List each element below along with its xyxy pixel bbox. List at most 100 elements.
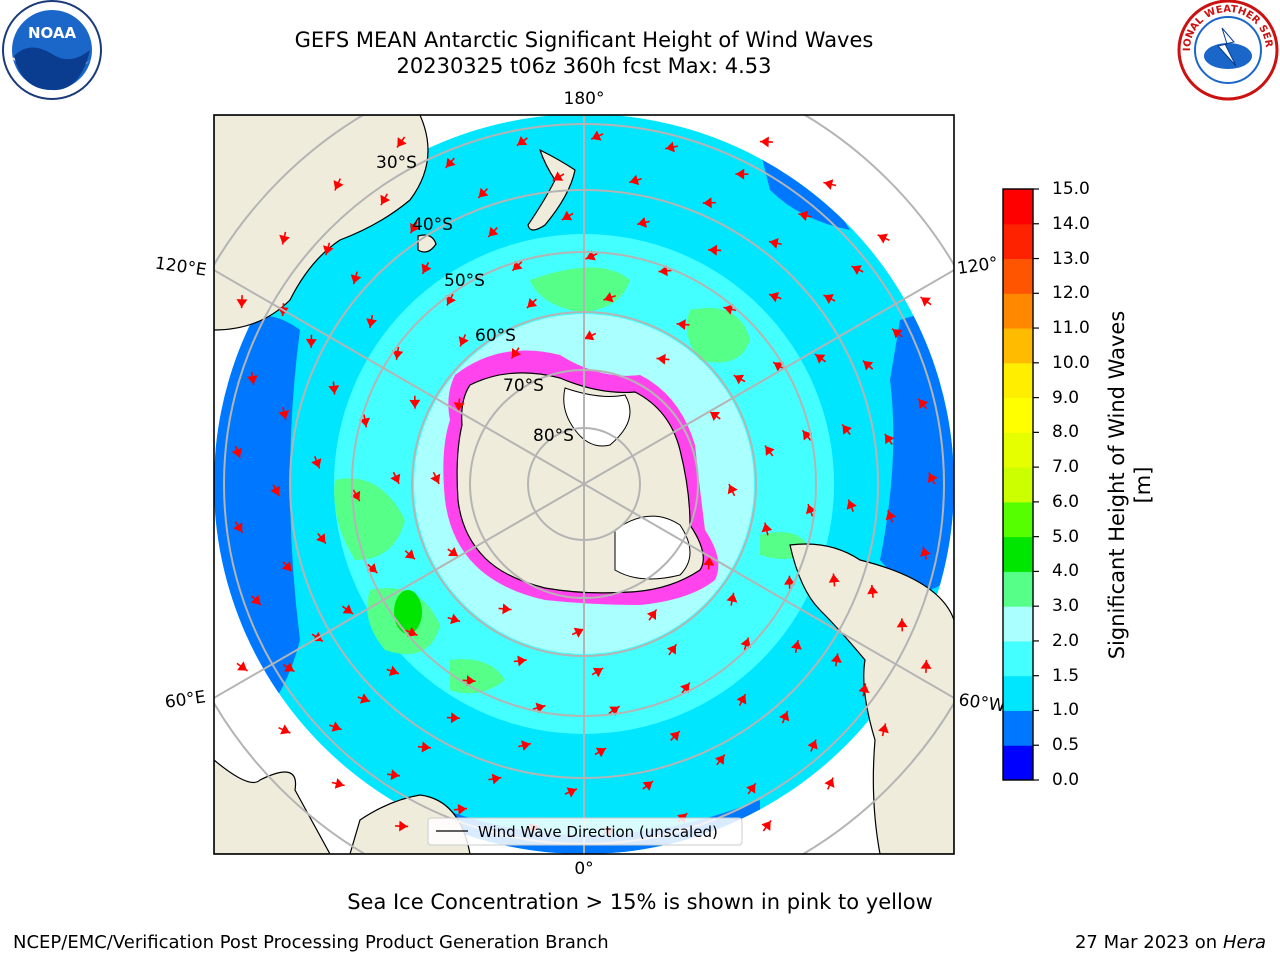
map-frame (213, 114, 955, 855)
wind-wave-arrow (920, 659, 932, 673)
wind-wave-arrow (278, 407, 290, 421)
date-text: 27 Mar 2023 on (1074, 932, 1218, 953)
colorbar-tick-label: 1.0 (1052, 700, 1080, 721)
wind-wave-arrow (851, 265, 864, 275)
wind-wave-arrow (341, 604, 354, 615)
wind-wave-arrow (270, 484, 281, 497)
wind-wave-arrow (858, 683, 870, 697)
wind-wave-arrow (603, 291, 616, 303)
wind-wave-arrow (446, 293, 456, 306)
wind-wave-arrow (920, 296, 932, 307)
wind-wave-arrow (488, 773, 502, 785)
wind-wave-arrow (396, 136, 407, 148)
colorbar-segment (1003, 258, 1033, 294)
wind-wave-arrow (642, 780, 654, 791)
lon-label-bottom: 0° (574, 859, 593, 879)
wind-wave-arrow (350, 271, 362, 285)
wind-wave-arrow (564, 787, 578, 798)
credit-line: NCEP/EMC/Verification Post Processing Pr… (13, 932, 609, 953)
wind-wave-arrow (759, 136, 773, 148)
wind-wave-arrow (920, 546, 931, 560)
wind-wave-arrow (703, 556, 715, 570)
colorbar-segment (1003, 189, 1033, 225)
wind-wave-arrow (591, 667, 604, 678)
lon-label-top: 180° (564, 89, 605, 109)
wind-wave-arrow (447, 546, 459, 558)
colorbar-segment (1003, 710, 1033, 746)
wind-wave-arrow (761, 522, 773, 536)
noaa-logo-text: NOAA (28, 24, 77, 42)
colorbar-tick-label: 12.0 (1052, 283, 1090, 304)
wind-wave-arrow (884, 433, 895, 445)
lat-label-50: 50°S (444, 271, 485, 291)
wind-wave-arrow (772, 361, 785, 372)
colorbar-segment (1003, 745, 1033, 781)
wind-wave-arrow (395, 820, 409, 832)
wind-wave-arrow (532, 702, 546, 714)
wind-wave-arrow (841, 423, 852, 436)
wind-wave-arrow (590, 130, 604, 141)
colorbar-tick-label: 2.0 (1052, 630, 1080, 651)
wind-wave-arrow (357, 693, 371, 704)
colorbar-tick-label: 11.0 (1052, 318, 1090, 339)
wind-wave-arrow (583, 330, 597, 341)
wind-wave-arrow (628, 174, 642, 186)
lat-label-40: 40°S (412, 215, 453, 235)
wind-wave-arrow (791, 639, 802, 654)
legend-label: Wind Wave Direction (unscaled) (478, 823, 718, 841)
colorbar-frame (1002, 188, 1034, 781)
wind-wave-arrow (516, 135, 528, 147)
wind-wave-arrow (877, 233, 890, 244)
colorbar-segment (1003, 432, 1033, 468)
wind-wave-arrow (458, 334, 469, 347)
wind-wave-arrow (409, 221, 420, 234)
map-area: 30°S 40°S 50°S 60°S 70°S 80°S Wind Wave … (214, 115, 954, 854)
wind-wave-arrow (390, 471, 401, 485)
wind-wave-arrow (733, 374, 746, 385)
colorbar-tick-label: 15.0 (1052, 179, 1090, 199)
wind-wave-arrow (430, 471, 441, 485)
wind-wave-arrow (350, 489, 361, 502)
wind-wave-arrow (709, 410, 721, 422)
wind-wave-arrow (231, 445, 243, 459)
lat-label-70: 70°S (503, 376, 544, 396)
wind-wave-arrow (736, 693, 747, 707)
wind-wave-arrow (462, 675, 476, 687)
wind-wave-arrow (236, 295, 248, 309)
map-legend: Wind Wave Direction (unscaled) (427, 817, 743, 846)
wind-wave-arrow (735, 168, 749, 180)
wind-wave-arrow (387, 769, 401, 781)
wind-wave-arrow (283, 662, 295, 673)
wind-wave-arrow (823, 179, 837, 190)
wind-wave-arrow (646, 609, 658, 621)
wind-wave-arrow (445, 157, 456, 169)
wind-wave-arrow (513, 655, 527, 667)
land-africa (214, 759, 331, 854)
colorbar-tick-label: 1.5 (1052, 665, 1080, 686)
colorbar-tick-label: 6.0 (1052, 491, 1080, 512)
wind-wave-arrow (477, 187, 489, 199)
ice-shelf-weddell (614, 515, 691, 580)
wind-wave-arrow (594, 747, 607, 758)
land-new-zealand (527, 148, 576, 231)
colorbar-segment (1003, 571, 1033, 607)
wind-wave-arrow (236, 661, 248, 672)
colorbar-segment (1003, 397, 1033, 433)
wind-wave-arrow (862, 359, 874, 371)
wind-wave-arrow (807, 739, 818, 752)
wind-wave-arrow (561, 210, 574, 221)
wind-wave-arrow (233, 521, 244, 534)
wind-wave-arrow (316, 532, 327, 545)
wind-wave-arrow (801, 429, 813, 441)
wind-wave-arrow (366, 314, 377, 329)
colorbar-segment (1003, 223, 1033, 260)
wind-wave-arrow (281, 561, 293, 573)
wind-wave-arrow (746, 782, 757, 795)
wave-patch-green-2 (686, 308, 750, 363)
wind-wave-arrow (768, 292, 782, 303)
wind-wave-arrow (404, 549, 416, 560)
colorbar-tick-label: 4.0 (1052, 561, 1080, 582)
colorbar-label: Significant Height of Wind Waves [m] (1105, 310, 1155, 660)
wind-wave-arrow (453, 398, 465, 412)
wind-wave-arrow (446, 712, 460, 724)
